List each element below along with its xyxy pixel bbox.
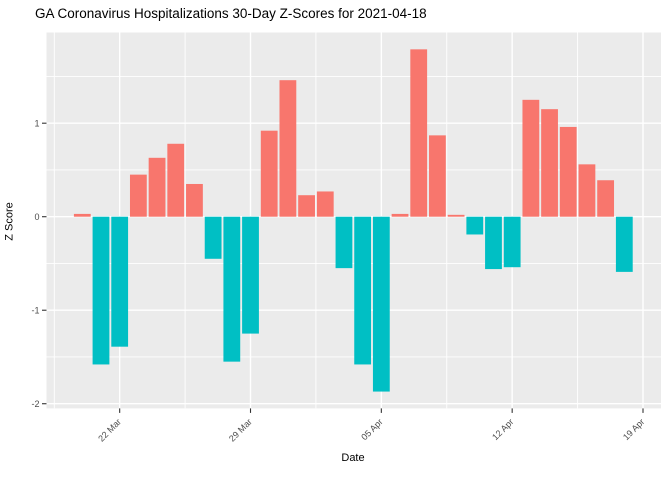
bar-2021-04-16 bbox=[578, 164, 596, 217]
bar-2021-03-21 bbox=[92, 216, 110, 365]
x-axis-tick-label: 29 Mar bbox=[227, 417, 254, 444]
bar-2021-04-11 bbox=[485, 216, 502, 270]
bar-2021-04-04 bbox=[354, 216, 372, 365]
bar-2021-03-23 bbox=[129, 174, 147, 217]
bar-2021-03-30 bbox=[260, 130, 278, 217]
bar-2021-04-08 bbox=[429, 135, 446, 217]
bar-2021-04-06 bbox=[391, 213, 409, 217]
bar-2021-03-28 bbox=[223, 216, 241, 362]
bar-2021-04-10 bbox=[466, 216, 484, 235]
chart-title: GA Coronavirus Hospitalizations 30-Day Z… bbox=[35, 6, 427, 21]
bar-2021-03-27 bbox=[204, 216, 222, 259]
bar-2021-03-20 bbox=[73, 213, 91, 217]
plot-panel bbox=[46, 32, 661, 409]
x-axis-tick-label: 19 Apr bbox=[621, 417, 646, 442]
x-axis-tick-label: 05 Apr bbox=[359, 417, 384, 442]
x-axis-title: Date bbox=[341, 452, 365, 464]
bar-2021-04-12 bbox=[503, 216, 521, 268]
bar-2021-04-02 bbox=[316, 191, 334, 217]
bar-2021-04-03 bbox=[335, 216, 353, 269]
bar-2021-04-13 bbox=[522, 99, 540, 217]
x-axis-tick-label: 22 Mar bbox=[96, 417, 123, 444]
x-axis-tick-label: 12 Apr bbox=[490, 417, 515, 442]
bar-2021-04-14 bbox=[541, 109, 558, 217]
bar-2021-04-15 bbox=[559, 126, 577, 217]
bar-2021-04-18 bbox=[615, 216, 633, 272]
bar-2021-04-09 bbox=[447, 214, 465, 217]
bar-2021-03-24 bbox=[148, 157, 166, 217]
y-axis-tick-label: 0 bbox=[34, 212, 39, 222]
bar-2021-03-31 bbox=[279, 80, 297, 217]
bar-2021-03-22 bbox=[111, 216, 129, 347]
bar-2021-03-26 bbox=[186, 183, 203, 217]
bar-2021-03-25 bbox=[167, 143, 185, 217]
y-axis-tick-label: -2 bbox=[31, 399, 39, 409]
bar-2021-04-05 bbox=[372, 216, 390, 392]
y-axis-tick-label: -1 bbox=[31, 305, 39, 315]
y-axis-title: Z Score bbox=[3, 202, 16, 241]
y-axis-tick-label: 1 bbox=[34, 118, 39, 128]
bar-2021-04-17 bbox=[597, 180, 615, 217]
bar-2021-04-01 bbox=[298, 195, 315, 217]
bar-2021-03-29 bbox=[242, 216, 259, 334]
bar-2021-04-07 bbox=[410, 49, 428, 217]
